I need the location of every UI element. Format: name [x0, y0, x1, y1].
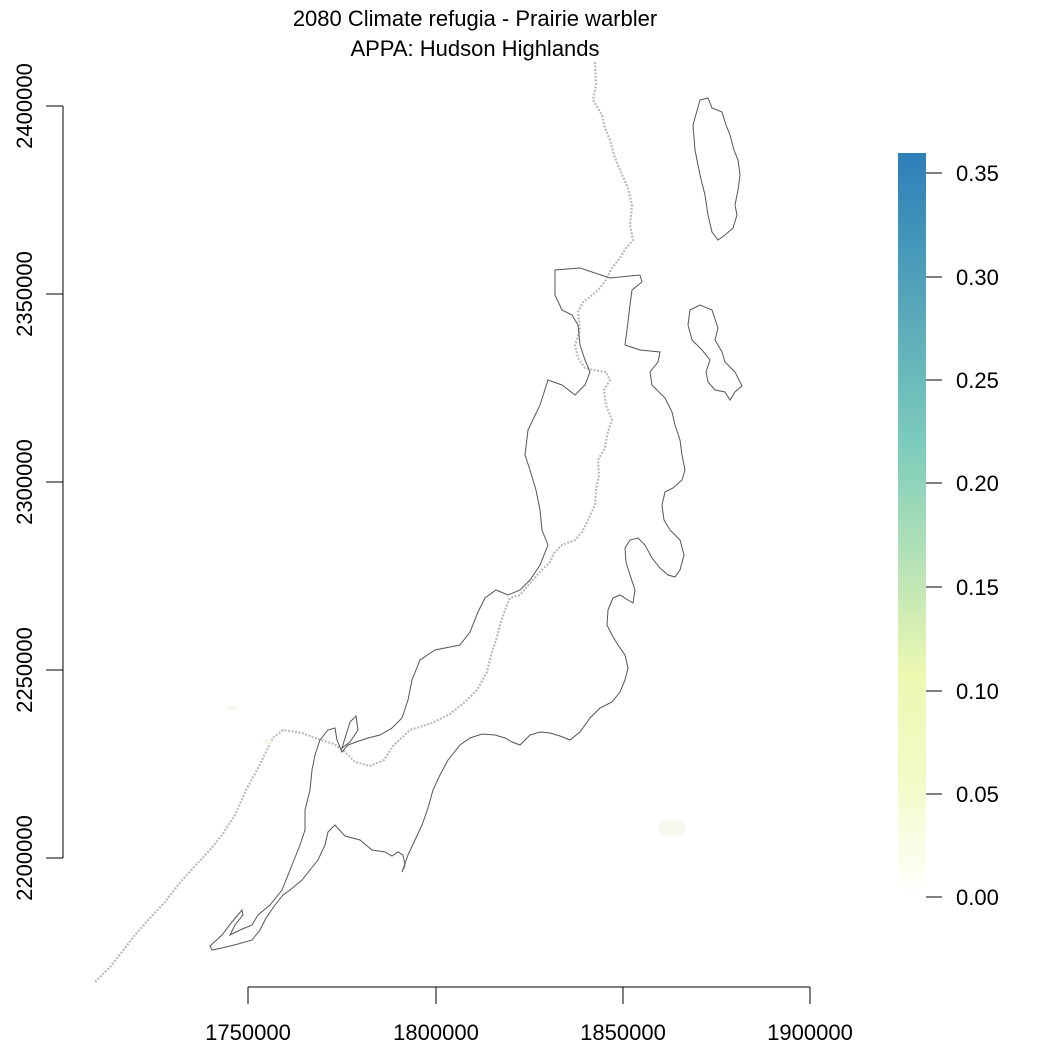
y-tick-label: 2350000	[12, 251, 37, 337]
legend-tick-label: 0.10	[956, 679, 999, 704]
park-boundary-east-parcel	[687, 304, 743, 401]
x-tick-label: 1900000	[767, 1020, 853, 1045]
y-tick-label: 2250000	[12, 627, 37, 713]
y-tick-label: 2300000	[12, 439, 37, 525]
legend-tick-label: 0.15	[956, 575, 999, 600]
map-title-line2: APPA: Hudson Highlands	[350, 36, 599, 61]
y-tick-label: 2400000	[12, 63, 37, 149]
x-axis	[247, 986, 811, 1004]
x-tick-label: 1750000	[205, 1020, 291, 1045]
y-axis	[46, 105, 64, 859]
map-title-line1: 2080 Climate refugia - Prairie warbler	[293, 6, 657, 31]
legend-tick-label: 0.05	[956, 782, 999, 807]
park-boundary-main	[209, 267, 686, 951]
legend-ticks	[926, 172, 942, 898]
park-boundary-north-parcel	[692, 97, 741, 241]
x-tick-label: 1850000	[580, 1020, 666, 1045]
legend-tick-label: 0.25	[956, 368, 999, 393]
legend-tick-label: 0.00	[956, 885, 999, 910]
legend-tick-label: 0.20	[956, 471, 999, 496]
legend-tick-label: 0.35	[956, 161, 999, 186]
legend-tick-label: 0.30	[956, 265, 999, 290]
appalachian-trail-line	[94, 61, 635, 983]
park-boundary-notch	[341, 714, 359, 750]
y-tick-label: 2200000	[12, 815, 37, 901]
legend-colorbar	[898, 153, 926, 898]
refugia-raster-spots	[228, 705, 686, 836]
x-tick-label: 1800000	[393, 1020, 479, 1045]
